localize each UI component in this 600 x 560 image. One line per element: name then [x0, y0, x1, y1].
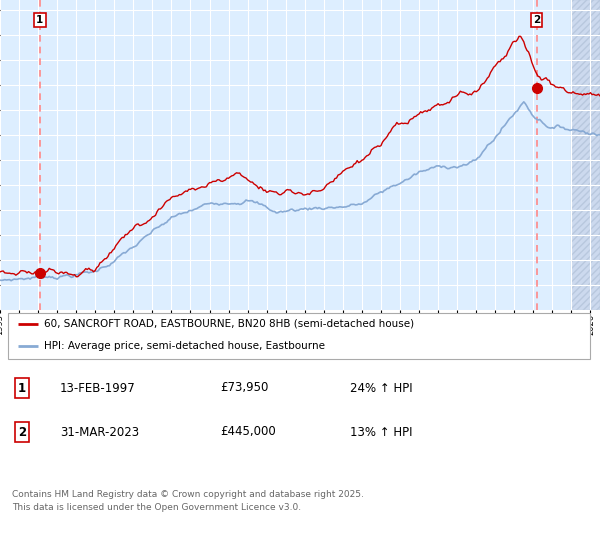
Text: 13-FEB-1997: 13-FEB-1997: [60, 381, 136, 394]
Text: 2: 2: [18, 426, 26, 438]
Text: 31-MAR-2023: 31-MAR-2023: [60, 426, 139, 438]
Text: 24% ↑ HPI: 24% ↑ HPI: [350, 381, 413, 394]
Text: 60, SANCROFT ROAD, EASTBOURNE, BN20 8HB (semi-detached house): 60, SANCROFT ROAD, EASTBOURNE, BN20 8HB …: [44, 319, 414, 329]
Bar: [8, 313, 590, 359]
Text: 1: 1: [18, 381, 26, 394]
Text: £73,950: £73,950: [220, 381, 268, 394]
Text: HPI: Average price, semi-detached house, Eastbourne: HPI: Average price, semi-detached house,…: [44, 341, 325, 351]
Bar: [571, 0, 600, 310]
Text: Contains HM Land Registry data © Crown copyright and database right 2025.
This d: Contains HM Land Registry data © Crown c…: [12, 490, 364, 511]
Text: 13% ↑ HPI: 13% ↑ HPI: [350, 426, 413, 438]
Text: £445,000: £445,000: [220, 426, 276, 438]
Text: 2: 2: [533, 15, 540, 25]
Text: 1: 1: [36, 15, 43, 25]
